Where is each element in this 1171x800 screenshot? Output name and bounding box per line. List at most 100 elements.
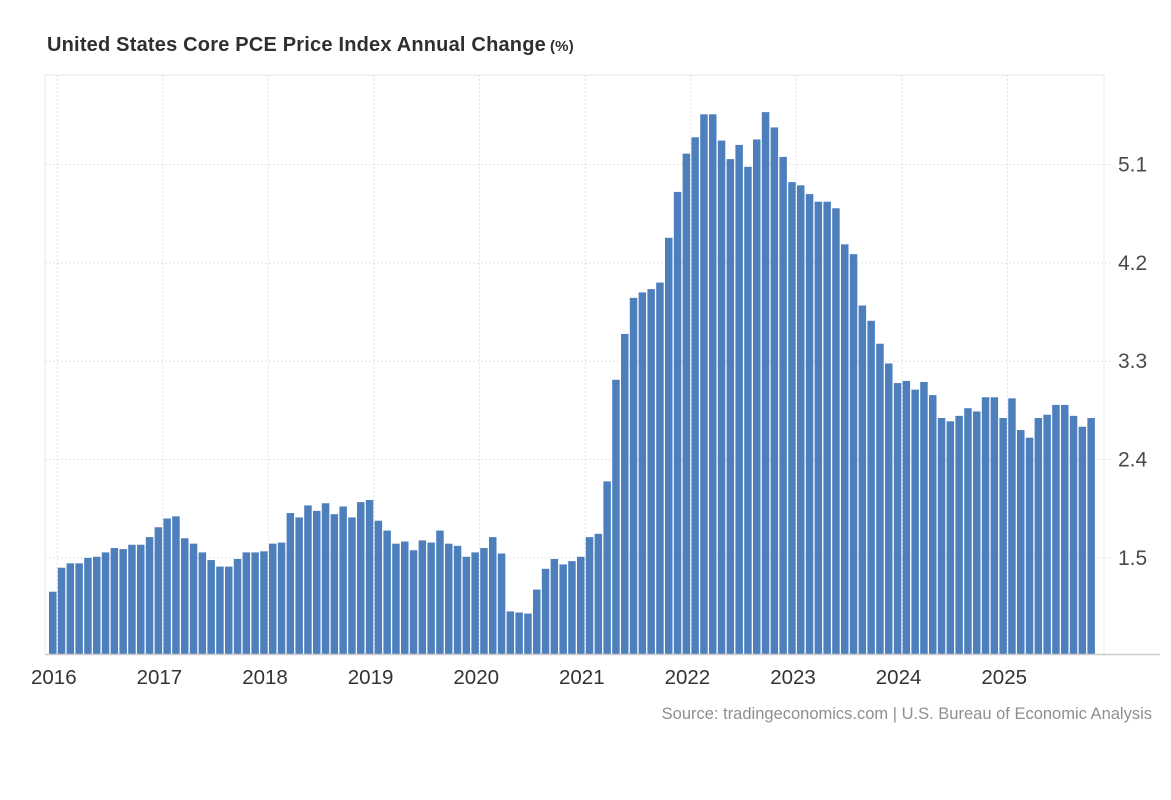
bar-Feb-2021[interactable]: Feb 2021: 1.72%: [594, 533, 603, 654]
bar-Feb-2019[interactable]: Feb 2019: 1.75%: [383, 530, 391, 654]
bar-Nov-2018[interactable]: Nov 2018: 2.01%: [357, 502, 365, 654]
bar-May-2021[interactable]: May 2021: 3.55%: [621, 333, 629, 654]
bar-Oct-2020[interactable]: Oct 2020: 1.44%: [559, 564, 567, 654]
bar-Aug-2017[interactable]: Aug 2017: 1.42%: [225, 566, 233, 654]
bar-Jun-2020[interactable]: Jun 2020: 0.99%: [524, 613, 532, 654]
bar-Jan-2021[interactable]: Jan 2021: 1.69%: [585, 537, 594, 654]
bar-Dec-2024[interactable]: Dec 2024: 2.78%: [999, 418, 1007, 654]
bar-May-2020[interactable]: May 2020: 1.00%: [515, 612, 523, 654]
bar-Jul-2019[interactable]: Jul 2019: 1.64%: [427, 542, 435, 654]
bar-Aug-2016[interactable]: Aug 2016: 1.58%: [119, 549, 127, 654]
bar-May-2018[interactable]: May 2018: 1.98%: [304, 505, 312, 654]
bar-May-2016[interactable]: May 2016: 1.51%: [93, 556, 101, 654]
bar-Apr-2020[interactable]: Apr 2020: 1.01%: [506, 611, 515, 654]
bar-Mar-2017[interactable]: Mar 2017: 1.68%: [181, 538, 189, 654]
bar-May-2024[interactable]: May 2024: 2.78%: [937, 418, 946, 654]
bar-Jul-2023[interactable]: Jul 2023: 4.28%: [849, 254, 858, 654]
bar-Sep-2020[interactable]: Sep 2020: 1.49%: [550, 558, 559, 654]
bar-Apr-2023[interactable]: Apr 2023: 4.76%: [823, 201, 831, 654]
bar-Jun-2023[interactable]: Jun 2023: 4.37%: [841, 244, 849, 654]
bar-Sep-2025[interactable]: Sep 2025: 2.70%: [1078, 426, 1087, 654]
bar-Mar-2024[interactable]: Mar 2024: 3.11%: [920, 381, 928, 654]
bar-Feb-2017[interactable]: Feb 2017: 1.88%: [172, 516, 180, 654]
bar-Feb-2018[interactable]: Feb 2018: 1.64%: [277, 542, 286, 654]
bar-Jan-2022[interactable]: Jan 2022: 5.35%: [691, 137, 699, 654]
bar-Dec-2022[interactable]: Dec 2022: 4.94%: [788, 182, 796, 654]
bar-Sep-2017[interactable]: Sep 2017: 1.49%: [233, 558, 242, 654]
bar-Jul-2022[interactable]: Jul 2022: 5.08%: [744, 166, 752, 654]
bar-Oct-2025[interactable]: Oct 2025: 2.78%: [1087, 418, 1095, 654]
bar-Sep-2019[interactable]: Sep 2019: 1.63%: [445, 543, 453, 654]
bar-Sep-2018[interactable]: Sep 2018: 1.97%: [339, 506, 347, 654]
bar-Nov-2019[interactable]: Nov 2019: 1.51%: [462, 556, 471, 654]
bar-Jan-2020[interactable]: Jan 2020: 1.59%: [480, 548, 488, 654]
bar-Nov-2023[interactable]: Nov 2023: 3.28%: [885, 363, 893, 654]
bar-Apr-2018[interactable]: Apr 2018: 1.87%: [295, 517, 303, 654]
bar-Nov-2016[interactable]: Nov 2016: 1.69%: [145, 537, 154, 654]
bar-Jan-2019[interactable]: Jan 2019: 1.84%: [374, 520, 383, 654]
bar-Jun-2021[interactable]: Jun 2021: 3.88%: [629, 297, 638, 654]
bar-Jun-2019[interactable]: Jun 2019: 1.66%: [418, 540, 427, 654]
bar-Feb-2022[interactable]: Feb 2022: 5.56%: [700, 114, 708, 654]
bar-Jul-2021[interactable]: Jul 2021: 3.93%: [638, 292, 647, 654]
bar-Mar-2018[interactable]: Mar 2018: 1.91%: [286, 513, 295, 654]
bar-Jun-2017[interactable]: Jun 2017: 1.48%: [207, 560, 215, 654]
bar-Oct-2017[interactable]: Oct 2017: 1.55%: [242, 552, 251, 654]
bar-Dec-2019[interactable]: Dec 2019: 1.55%: [471, 552, 479, 654]
bar-Apr-2017[interactable]: Apr 2017: 1.63%: [189, 543, 198, 654]
bar-Apr-2016[interactable]: Apr 2016: 1.50%: [84, 557, 92, 654]
bar-Oct-2016[interactable]: Oct 2016: 1.62%: [137, 544, 145, 654]
bar-Aug-2018[interactable]: Aug 2018: 1.90%: [330, 514, 339, 654]
bar-Jun-2024[interactable]: Jun 2024: 2.75%: [946, 421, 955, 654]
bar-Mar-2025[interactable]: Mar 2025: 2.60%: [1025, 437, 1034, 654]
bar-Jan-2025[interactable]: Jan 2025: 2.96%: [1008, 398, 1016, 654]
bar-Jul-2018[interactable]: Jul 2018: 2.00%: [321, 503, 330, 654]
bar-Jun-2016[interactable]: Jun 2016: 1.55%: [101, 552, 110, 654]
bar-Aug-2024[interactable]: Aug 2024: 2.87%: [964, 408, 972, 654]
bar-Mar-2020[interactable]: Mar 2020: 1.54%: [497, 553, 506, 654]
bar-Aug-2019[interactable]: Aug 2019: 1.75%: [436, 530, 444, 654]
bar-Jul-2020[interactable]: Jul 2020: 1.21%: [533, 589, 541, 654]
bar-Mar-2022[interactable]: Mar 2022: 5.56%: [709, 114, 717, 654]
bar-Jun-2018[interactable]: Jun 2018: 1.93%: [313, 510, 321, 654]
bar-Aug-2023[interactable]: Aug 2023: 3.81%: [858, 305, 867, 654]
bar-Dec-2020[interactable]: Dec 2020: 1.51%: [577, 556, 585, 654]
bar-Aug-2022[interactable]: Aug 2022: 5.33%: [753, 139, 761, 654]
bar-Apr-2024[interactable]: Apr 2024: 2.99%: [929, 395, 937, 654]
bar-Dec-2021[interactable]: Dec 2021: 5.20%: [682, 153, 691, 654]
bar-Feb-2020[interactable]: Feb 2020: 1.69%: [489, 537, 497, 654]
bar-Jun-2022[interactable]: Jun 2022: 5.28%: [735, 144, 743, 655]
bar-Mar-2023[interactable]: Mar 2023: 4.76%: [814, 201, 823, 654]
bar-Dec-2016[interactable]: Dec 2016: 1.78%: [154, 527, 163, 654]
bar-Feb-2023[interactable]: Feb 2023: 4.83%: [805, 194, 814, 654]
bar-Nov-2024[interactable]: Nov 2024: 2.97%: [990, 397, 999, 654]
bar-Jan-2023[interactable]: Jan 2023: 4.91%: [797, 185, 805, 654]
bar-Nov-2017[interactable]: Nov 2017: 1.55%: [251, 552, 259, 654]
bar-Apr-2021[interactable]: Apr 2021: 3.13%: [612, 379, 620, 654]
bar-Mar-2019[interactable]: Mar 2019: 1.63%: [392, 543, 400, 654]
bar-Feb-2025[interactable]: Feb 2025: 2.67%: [1017, 430, 1025, 654]
bar-May-2019[interactable]: May 2019: 1.57%: [409, 550, 418, 654]
bar-Nov-2020[interactable]: Nov 2020: 1.47%: [568, 561, 576, 654]
bar-Sep-2024[interactable]: Sep 2024: 2.84%: [973, 411, 981, 654]
bar-Jan-2017[interactable]: Jan 2017: 1.86%: [163, 518, 171, 654]
bar-Oct-2022[interactable]: Oct 2022: 5.44%: [770, 127, 779, 654]
bar-Nov-2022[interactable]: Nov 2022: 5.17%: [779, 156, 787, 654]
bar-Apr-2025[interactable]: Apr 2025: 2.78%: [1034, 418, 1043, 654]
bar-Oct-2018[interactable]: Oct 2018: 1.87%: [348, 517, 356, 654]
bar-Jul-2016[interactable]: Jul 2016: 1.59%: [110, 548, 119, 654]
bar-Sep-2022[interactable]: Sep 2022: 5.58%: [761, 112, 770, 654]
bar-Mar-2021[interactable]: Mar 2021: 2.20%: [603, 481, 611, 654]
bar-Aug-2025[interactable]: Aug 2025: 2.80%: [1069, 415, 1078, 654]
bar-Mar-2016[interactable]: Mar 2016: 1.45%: [75, 563, 83, 654]
bar-Aug-2021[interactable]: Aug 2021: 3.96%: [647, 289, 655, 654]
bar-Nov-2021[interactable]: Nov 2021: 4.85%: [673, 191, 682, 654]
bar-Dec-2015[interactable]: Dec 2015: 1.19%: [49, 591, 57, 654]
bar-Sep-2021[interactable]: Sep 2021: 4.02%: [656, 282, 664, 654]
bar-Dec-2018[interactable]: Dec 2018: 2.03%: [365, 499, 374, 654]
bar-Jul-2017[interactable]: Jul 2017: 1.42%: [216, 566, 224, 654]
bar-Jul-2025[interactable]: Jul 2025: 2.90%: [1061, 404, 1069, 654]
bar-Jan-2024[interactable]: Jan 2024: 3.12%: [902, 380, 911, 654]
bar-May-2025[interactable]: May 2025: 2.81%: [1043, 414, 1051, 654]
bar-Oct-2023[interactable]: Oct 2023: 3.46%: [876, 343, 884, 654]
